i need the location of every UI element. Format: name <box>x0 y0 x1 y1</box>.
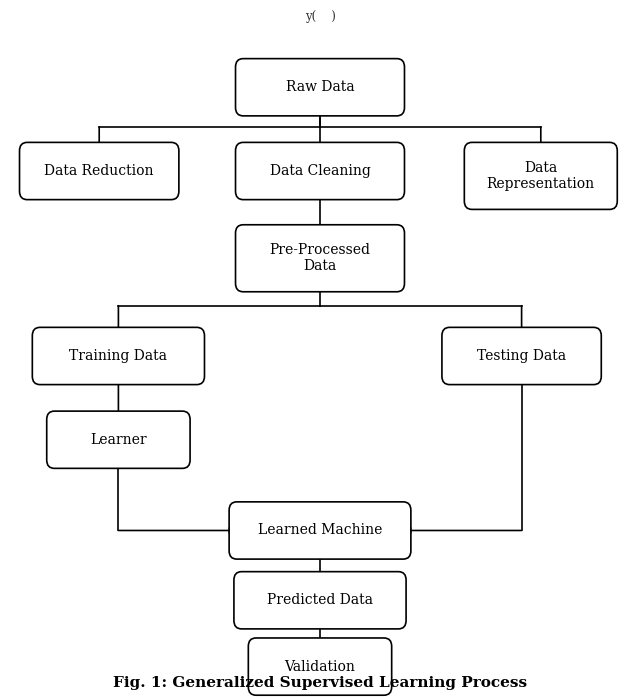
FancyBboxPatch shape <box>236 225 404 292</box>
FancyBboxPatch shape <box>19 142 179 200</box>
FancyBboxPatch shape <box>229 502 411 559</box>
FancyBboxPatch shape <box>32 327 205 385</box>
Text: Learned Machine: Learned Machine <box>258 524 382 537</box>
Text: Pre-Processed
Data: Pre-Processed Data <box>269 243 371 274</box>
Text: Learner: Learner <box>90 433 147 447</box>
Text: Validation: Validation <box>285 660 355 674</box>
Text: y(    ): y( ) <box>305 10 335 24</box>
Text: Training Data: Training Data <box>69 349 168 363</box>
FancyBboxPatch shape <box>464 142 617 209</box>
FancyBboxPatch shape <box>442 327 602 385</box>
Text: Fig. 1: Generalized Supervised Learning Process: Fig. 1: Generalized Supervised Learning … <box>113 676 527 690</box>
FancyBboxPatch shape <box>47 411 190 468</box>
FancyBboxPatch shape <box>234 572 406 629</box>
FancyBboxPatch shape <box>236 142 404 200</box>
Text: Raw Data: Raw Data <box>285 80 355 94</box>
Text: Testing Data: Testing Data <box>477 349 566 363</box>
FancyBboxPatch shape <box>236 59 404 116</box>
Text: Data
Representation: Data Representation <box>487 161 595 191</box>
FancyBboxPatch shape <box>248 638 392 695</box>
Text: Data Reduction: Data Reduction <box>44 164 154 178</box>
Text: Data Cleaning: Data Cleaning <box>269 164 371 178</box>
Text: Predicted Data: Predicted Data <box>267 593 373 607</box>
